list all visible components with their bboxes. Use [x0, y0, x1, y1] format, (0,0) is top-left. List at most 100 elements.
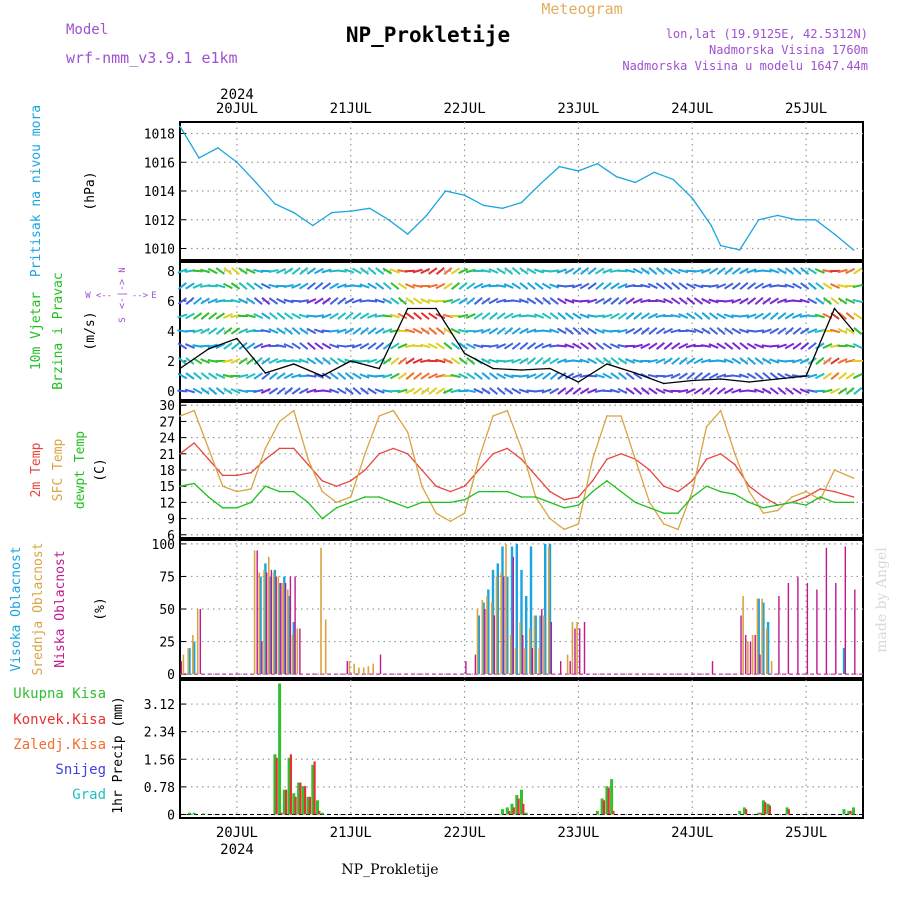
bar: [482, 602, 485, 675]
data-point: [406, 506, 409, 509]
y-tick-label: 0: [167, 668, 175, 683]
wind-barb: [572, 312, 582, 320]
wind-barb: [511, 313, 522, 319]
wind-barb: [731, 298, 742, 304]
wind-barb: [208, 387, 218, 395]
data-point: [734, 453, 736, 455]
wind-barb: [276, 387, 286, 395]
wind-barb: [632, 297, 643, 305]
bar: [277, 576, 280, 675]
wind-barb: [799, 298, 810, 304]
bar: [259, 576, 262, 675]
wind-barb: [200, 312, 210, 320]
wind-barb: [655, 327, 666, 335]
wind-barb: [184, 329, 196, 333]
y-tick-label: 3.12: [144, 698, 175, 713]
wind-barb: [397, 297, 407, 305]
data-point: [335, 501, 338, 504]
footer-station: NP_Prokletije: [341, 862, 438, 878]
data-point: [833, 490, 836, 493]
data-point: [591, 458, 594, 461]
data-point: [852, 249, 855, 251]
wind-barb: [762, 372, 772, 380]
wind-barb: [223, 267, 233, 275]
wind-barb: [853, 387, 863, 395]
bar: [292, 793, 296, 815]
wind-barb: [223, 342, 233, 350]
wind-barb: [511, 358, 522, 364]
wind-barb: [731, 374, 742, 378]
bar: [278, 683, 282, 815]
wind-barb: [382, 297, 393, 305]
y-tick-label: 12: [159, 496, 175, 511]
wind-barb: [792, 299, 803, 303]
bar: [280, 812, 283, 815]
bar: [761, 598, 763, 675]
wind-barb: [556, 268, 567, 274]
y-tick-label: 1014: [144, 185, 175, 200]
wind-barb: [245, 297, 256, 305]
wind-barb: [268, 328, 279, 334]
wind-barb: [268, 372, 278, 380]
wind-barb: [845, 312, 855, 320]
meteogram-subtitle: Meteogram: [541, 0, 622, 18]
y-tick-label: 1016: [144, 156, 175, 171]
bar: [275, 757, 278, 815]
wind-barb: [579, 299, 590, 303]
wind-barb: [253, 357, 263, 365]
wind-barb: [534, 342, 544, 350]
wind-barb: [291, 327, 301, 335]
wind-barb: [215, 342, 226, 350]
wind-barb: [412, 268, 423, 274]
wind-barb: [185, 297, 195, 305]
wind-barb: [352, 312, 362, 320]
wind-barb: [306, 327, 317, 335]
panels: 1010 1012 1014 1016 1018 Pritisak na nivou mo…: [9, 105, 864, 823]
wind-barb: [344, 372, 354, 380]
wind-barb: [466, 282, 476, 290]
wind-barb: [769, 327, 780, 335]
wind-barb: [185, 372, 195, 380]
data-point: [207, 458, 210, 461]
data-point: [634, 501, 637, 504]
wind-barb: [640, 387, 650, 395]
data-point: [264, 485, 267, 487]
wind-barb: [625, 312, 635, 320]
bar: [602, 800, 605, 815]
wind-barb: [230, 327, 241, 335]
series-line: [179, 409, 854, 531]
main-title: NP_Prokletije: [346, 23, 510, 47]
wind-barb: [253, 342, 264, 350]
elevation-label: Nadmorska Visina 1760m: [709, 43, 868, 57]
bar: [517, 798, 520, 815]
data-point: [378, 415, 381, 417]
wind-barb: [837, 297, 848, 305]
y-tick-label: 1.56: [144, 753, 175, 768]
data-point: [506, 447, 509, 450]
wind-barb: [185, 312, 195, 320]
wind-barb: [367, 342, 377, 350]
wind-barb: [283, 312, 294, 320]
wind-barb: [389, 268, 400, 274]
wind-barb: [488, 327, 499, 335]
wind-barb: [822, 297, 832, 305]
wind-barb: [685, 343, 696, 349]
wind-barb: [648, 327, 658, 335]
wind-barb: [602, 313, 613, 319]
data-point: [312, 224, 314, 227]
bar: [481, 599, 484, 675]
data-point: [449, 520, 452, 523]
bar: [196, 609, 199, 675]
data-point: [278, 490, 281, 493]
wind-barb: [557, 312, 567, 320]
wind-barb: [830, 357, 840, 365]
data-point: [293, 447, 295, 450]
direction-s: S: [118, 317, 128, 322]
wind-barb: [762, 297, 772, 305]
data-point: [406, 307, 409, 310]
y-tick-label: 25: [159, 636, 175, 651]
wind-barb: [738, 328, 749, 334]
bar: [192, 812, 196, 815]
